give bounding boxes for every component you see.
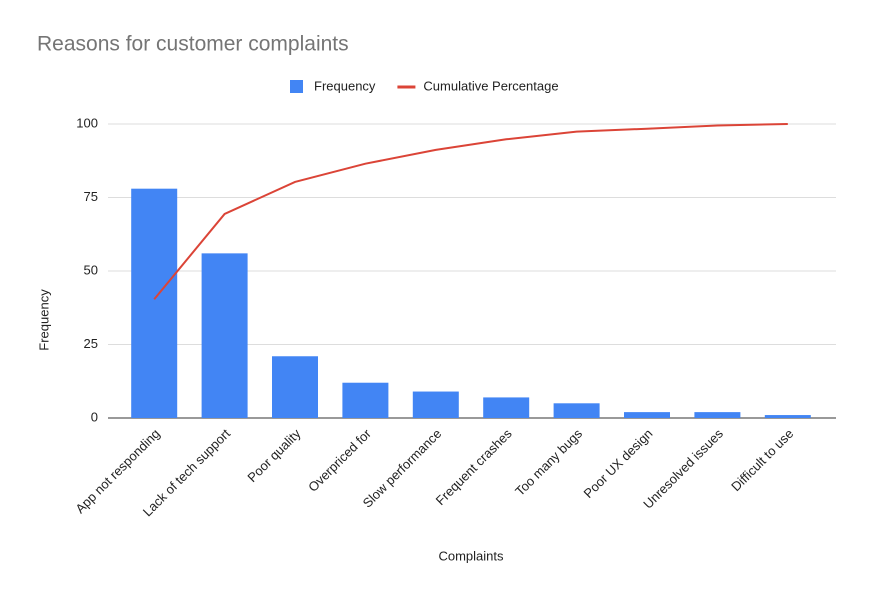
y-tick-label: 100 [76,115,98,130]
y-tick-label: 25 [84,336,98,351]
bar [342,382,389,418]
bar [412,391,459,418]
x-tick-label: Overpriced for [305,425,374,494]
legend-label: Cumulative Percentage [423,78,558,93]
bar [694,412,741,418]
legend-swatch [290,80,303,93]
y-tick-label: 0 [91,409,98,424]
bar [272,356,318,418]
bar [553,403,600,418]
bar [131,188,178,418]
x-tick-label: Slow performance [360,426,445,511]
x-tick-label: Poor quality [244,426,304,486]
x-tick-label: Poor UX design [581,426,656,501]
y-tick-label: 50 [84,262,98,277]
y-tick-label: 75 [84,189,98,204]
x-tick-label: Too many bugs [512,426,585,499]
line [153,123,788,300]
x-tick-label: Difficult to use [728,426,796,494]
chart-title: Reasons for customer complaints [37,33,349,56]
x-axis-title: Complaints [438,548,504,563]
legend-label: Frequency [314,78,376,93]
x-tick-label: Frequent crashes [433,426,515,508]
bar [201,253,248,418]
bar [764,415,811,418]
y-axis-title: Frequency [36,289,51,351]
bar [483,397,530,418]
bar [624,412,670,418]
